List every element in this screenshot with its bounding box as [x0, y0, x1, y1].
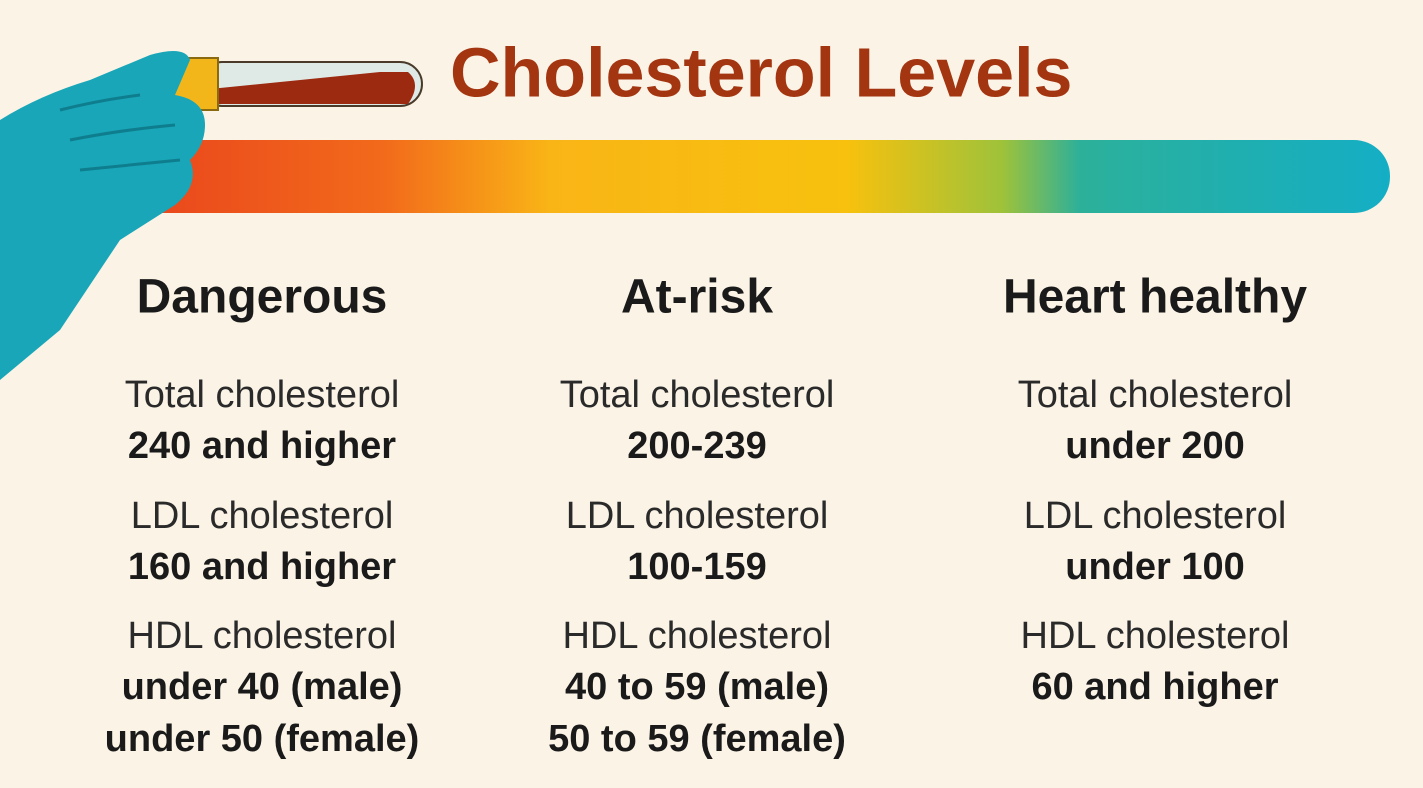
column-heading: At-risk [621, 271, 773, 324]
item-label: LDL cholesterol [566, 495, 829, 537]
gradient-bar [100, 140, 1390, 213]
item-label: HDL cholesterol [563, 615, 832, 657]
item-label: Total cholesterol [125, 374, 400, 416]
item-label: Total cholesterol [1018, 374, 1293, 416]
item-value: under 40 (male) [122, 666, 403, 708]
item-value: 50 to 59 (female) [548, 718, 846, 760]
item-value: under 100 [1065, 546, 1245, 588]
item-label: HDL cholesterol [1021, 615, 1290, 657]
columns: Dangerous Total cholesterol 240 and higher… [105, 271, 1308, 760]
item-label: LDL cholesterol [131, 495, 394, 537]
glove-lines [59, 93, 181, 172]
item-label: Total cholesterol [560, 374, 835, 416]
item-value: under 50 (female) [105, 718, 420, 760]
item-value: 240 and higher [128, 425, 396, 467]
test-tube [157, 57, 423, 111]
item-value: 160 and higher [128, 546, 396, 588]
column-heading: Heart healthy [1003, 271, 1307, 324]
item-value: under 200 [1065, 425, 1245, 467]
column-heading: Dangerous [137, 271, 388, 324]
item-value: 40 to 59 (male) [565, 666, 829, 708]
item-label: HDL cholesterol [128, 615, 397, 657]
item-value: 100-159 [627, 546, 766, 588]
item-label: LDL cholesterol [1024, 495, 1287, 537]
item-value: 60 and higher [1031, 666, 1278, 708]
gloved-hand [0, 51, 205, 380]
title: Cholesterol Levels [450, 33, 1072, 111]
item-value: 200-239 [627, 425, 766, 467]
